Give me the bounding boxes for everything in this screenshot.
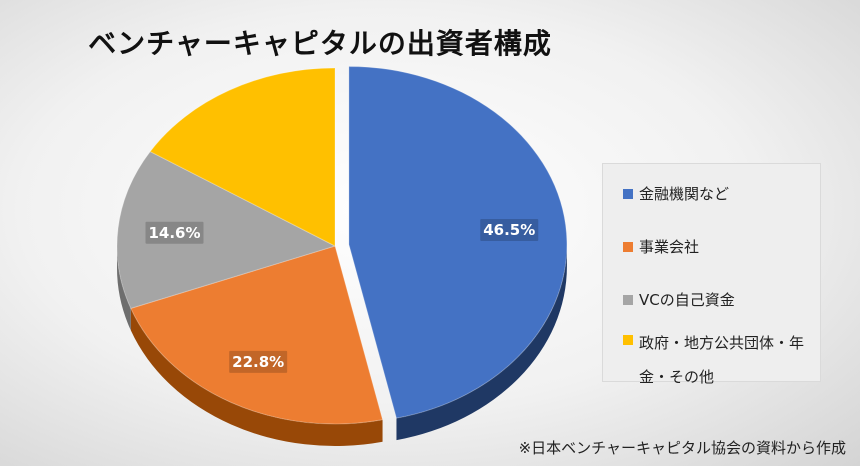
slice-corporations-data-label-bg: [229, 350, 288, 373]
slice-financial-data-label: 46.5%: [483, 221, 535, 239]
slice-financial: [348, 65, 568, 419]
legend-label-financial: 金融機関など: [639, 185, 730, 203]
slice-government-other: [149, 67, 336, 247]
slice-vc-own-funds-data-label: 14.6%: [148, 224, 200, 242]
legend: 金融機関など 事業会社 VCの自己資金 政府・地方公共団体・年金・その他: [602, 163, 821, 386]
legend-swatch-vc-own-funds: [623, 295, 633, 305]
legend-swatch-government-other: [623, 335, 633, 345]
legend-label-government-other: 政府・地方公共団体・年金・その他: [639, 334, 805, 386]
legend-item-financial: 金融機関など: [623, 180, 814, 208]
chart-title: ベンチャーキャピタルの出資者構成: [88, 27, 552, 60]
slice-financial-side: [396, 244, 567, 441]
legend-item-government-other: 政府・地方公共団体・年金・その他: [623, 326, 814, 394]
pie-chart: 46.5% 22.8% 14.6%: [116, 65, 568, 446]
legend-item-corporations: 事業会社: [623, 233, 814, 261]
slice-vc-own-funds-side: [117, 246, 131, 331]
legend-label-corporations: 事業会社: [639, 238, 700, 256]
slice-financial-data-label-bg: [480, 219, 539, 242]
slice-vc-own-funds: [116, 150, 337, 310]
legend-swatch-financial: [623, 189, 633, 199]
slice-corporations: [130, 245, 384, 425]
legend-item-vc-own-funds: VCの自己資金: [623, 286, 814, 314]
legend-swatch-corporations: [623, 242, 633, 252]
slice-corporations-side: [130, 308, 383, 446]
source-note: ※日本ベンチャーキャピタル協会の資料から作成: [518, 439, 846, 457]
slice-corporations-data-label: 22.8%: [232, 353, 284, 371]
slice-vc-own-funds-data-label-bg: [145, 221, 204, 244]
legend-label-vc-own-funds: VCの自己資金: [639, 291, 735, 309]
